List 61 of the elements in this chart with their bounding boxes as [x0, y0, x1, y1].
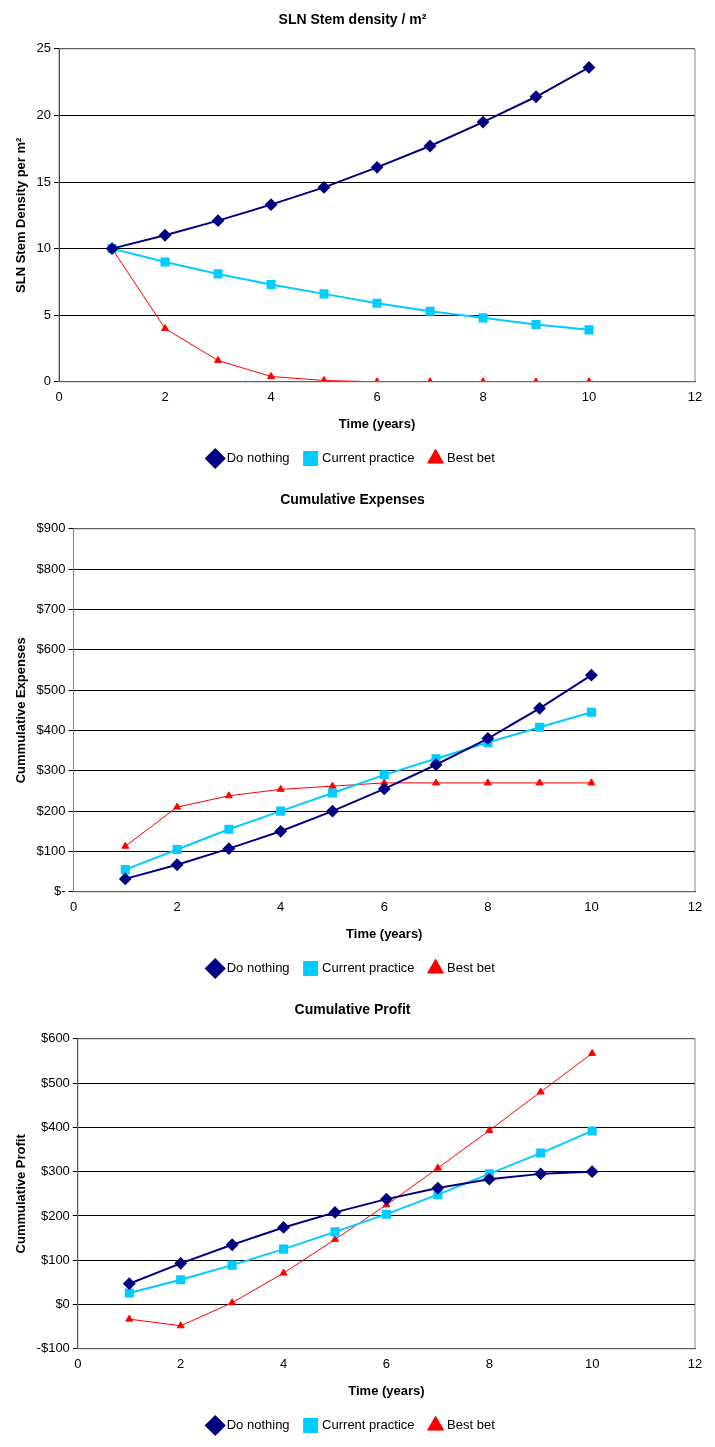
y-tick-label: $300: [40, 1163, 70, 1179]
legend-label: Do nothing: [226, 960, 290, 976]
x-tick-label: 4: [267, 389, 275, 405]
chart-title: SLN Stem density / m²: [278, 11, 427, 28]
x-tick-label: 6: [380, 899, 388, 915]
y-tick-label: $600: [36, 641, 66, 657]
x-tick-label: 12: [687, 1356, 703, 1372]
x-axis-title: Time (years): [338, 415, 416, 431]
x-tick-label: 4: [277, 899, 285, 915]
y-tick-label: -$100: [36, 1340, 70, 1356]
x-tick-label: 10: [584, 899, 599, 915]
y-tick-label: 10: [36, 240, 52, 256]
y-tick-label: $200: [40, 1207, 70, 1223]
legend-label: Current practice: [322, 450, 415, 466]
legend-label: Current practice: [322, 1417, 415, 1433]
x-axis-title: Time (years): [348, 1382, 425, 1398]
y-axis-title: Cummulative Expenses: [13, 637, 29, 784]
y-tick-label: $100: [36, 843, 66, 859]
legend-label: Current practice: [322, 960, 415, 976]
x-tick-label: 10: [581, 389, 597, 405]
y-tick-label: $700: [36, 601, 66, 617]
x-tick-label: 8: [479, 389, 487, 405]
y-tick-label: $600: [40, 1030, 70, 1046]
x-axis-title: Time (years): [346, 925, 423, 941]
y-tick-label: 5: [43, 306, 52, 322]
y-tick-label: $0: [55, 1296, 70, 1312]
x-tick-label: 10: [584, 1356, 600, 1372]
legend-label: Do nothing: [226, 1417, 290, 1433]
x-tick-label: 0: [74, 1356, 82, 1372]
legend-label: Best bet: [447, 1417, 496, 1433]
x-tick-label: 8: [485, 1356, 493, 1372]
y-tick-label: $100: [40, 1251, 70, 1267]
y-tick-label: $500: [36, 681, 66, 697]
y-axis-title: Cummulative Profit: [13, 1133, 29, 1254]
y-tick-label: 20: [36, 106, 52, 122]
x-tick-label: 2: [177, 1356, 185, 1372]
legend-label: Do nothing: [226, 450, 290, 466]
chart-title: Cumulative Expenses: [280, 491, 426, 508]
y-tick-label: $500: [40, 1074, 70, 1090]
y-tick-label: $800: [36, 560, 66, 576]
y-tick-label: $300: [36, 762, 66, 778]
legend-label: Best bet: [447, 960, 496, 976]
y-axis-title: SLN Stem Density per m²: [13, 136, 29, 293]
y-tick-label: 0: [43, 373, 52, 389]
x-tick-label: 8: [484, 899, 492, 915]
x-tick-label: 12: [687, 899, 703, 915]
x-tick-label: 2: [161, 389, 169, 405]
x-tick-label: 2: [173, 899, 181, 915]
y-tick-label: $200: [36, 802, 66, 818]
x-tick-label: 4: [279, 1356, 288, 1372]
legend-label: Best bet: [447, 450, 496, 466]
x-tick-label: 6: [373, 389, 381, 405]
y-tick-label: 15: [36, 173, 52, 189]
chart-title: Cumulative Profit: [294, 1001, 411, 1018]
y-tick-label: $400: [36, 722, 66, 738]
y-tick-label: $-: [53, 883, 66, 899]
y-tick-label: 25: [36, 40, 52, 56]
y-tick-label: $400: [40, 1118, 70, 1134]
y-tick-label: $900: [36, 520, 66, 536]
x-tick-label: 12: [687, 389, 703, 405]
x-tick-label: 6: [382, 1356, 391, 1372]
